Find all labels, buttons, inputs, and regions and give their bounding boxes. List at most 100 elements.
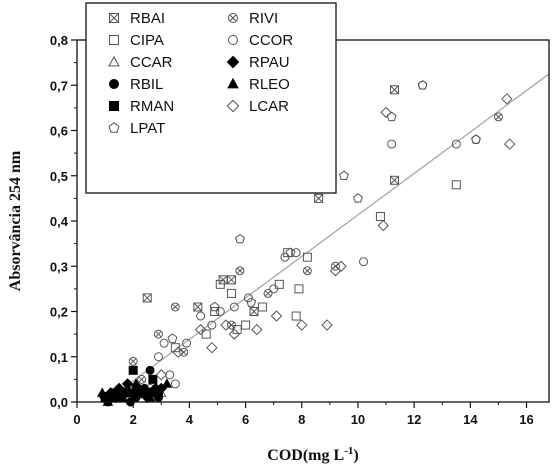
legend-item-rivi: RIVI — [228, 10, 278, 27]
point-lcar — [220, 319, 232, 331]
point-ccor — [196, 311, 206, 321]
point-lcar — [155, 369, 167, 381]
series-lcar — [155, 93, 516, 381]
legend-marker-cipa — [109, 35, 119, 45]
legend-label-lpat: LPAT — [130, 120, 165, 137]
legend: RBAI RIVI CIPA CCOR CCAR RPAU RBIL RLEO RMAN LCAR… — [85, 2, 337, 194]
legend-label-rivi: RIVI — [249, 10, 278, 27]
legend-marker-lpat — [108, 122, 120, 133]
point-cipa — [302, 252, 312, 262]
legend-item-lpat: LPAT — [108, 120, 165, 137]
point-cipa — [227, 288, 237, 298]
point-rbai — [142, 293, 152, 303]
point-rbai — [389, 175, 399, 185]
y-tick-label: 0,1 — [50, 350, 68, 365]
x-tick-label: 2 — [130, 412, 137, 427]
legend-label-ccor: CCOR — [249, 32, 293, 49]
point-rleo — [130, 378, 142, 388]
point-lcar — [503, 138, 516, 150]
legend-marker-rbil — [109, 79, 119, 89]
point-ccor — [229, 302, 239, 312]
legend-label-ccar: CCAR — [130, 54, 173, 71]
point-lpat — [246, 297, 257, 307]
x-tick-label: 12 — [407, 412, 421, 427]
point-ccor — [182, 338, 192, 348]
y-axis-title: Absorvância 254 nm — [7, 150, 24, 291]
point-ccor — [280, 252, 290, 262]
point-rman — [100, 392, 110, 402]
point-ccor — [243, 293, 253, 303]
legend-label-rman: RMAN — [130, 98, 174, 115]
point-ccor — [153, 352, 163, 362]
y-tick-label: 0,6 — [50, 124, 68, 139]
point-rleo — [161, 378, 173, 388]
point-lcar — [270, 310, 283, 322]
point-rman — [109, 388, 119, 398]
y-tick-label: 0,4 — [50, 214, 69, 229]
legend-item-rleo: RLEO — [227, 76, 290, 93]
point-cipa — [451, 180, 461, 190]
point-ccor — [215, 307, 225, 316]
point-rivi — [235, 266, 245, 276]
x-axis-title: COD(mg L-1) — [267, 445, 358, 464]
point-rbai — [193, 302, 203, 312]
x-tick-label: 6 — [242, 412, 249, 427]
point-ccor — [291, 248, 301, 258]
y-tick-label: 0,5 — [50, 169, 68, 184]
legend-label-rleo: RLEO — [249, 76, 290, 93]
y-tick-label: 0,7 — [50, 78, 68, 93]
point-ccor — [170, 379, 180, 389]
legend-box — [85, 2, 337, 194]
x-tick-label: 14 — [463, 412, 478, 427]
point-cipa — [201, 329, 211, 339]
point-lcar — [206, 341, 218, 354]
legend-marker-ccar — [108, 55, 120, 67]
point-ccor — [359, 257, 369, 267]
point-lpat — [338, 170, 349, 180]
point-cipa — [232, 325, 242, 335]
point-rman — [128, 365, 138, 375]
point-rbai — [218, 275, 228, 285]
point-lcar — [380, 106, 392, 119]
point-lpat — [235, 233, 245, 244]
x-tick-label: 0 — [73, 412, 80, 427]
legend-item-cipa: CIPA — [109, 32, 164, 49]
legend-marker-lcar — [226, 99, 240, 113]
point-rbai — [227, 275, 237, 285]
point-ccor — [387, 139, 397, 149]
legend-label-cipa: CIPA — [130, 32, 164, 49]
legend-item-rman: RMAN — [109, 98, 174, 115]
point-rbil — [145, 365, 155, 375]
point-rivi — [302, 266, 312, 276]
point-cipa — [170, 343, 180, 353]
point-rman — [137, 388, 147, 398]
point-lpat — [353, 193, 363, 203]
point-cipa — [274, 279, 284, 289]
point-rivi — [170, 302, 180, 312]
point-rivi — [128, 356, 138, 366]
point-lpat — [209, 301, 220, 312]
point-lcar — [501, 93, 513, 105]
point-cipa — [241, 320, 251, 330]
point-rivi — [263, 288, 273, 298]
legend-label-lcar: LCAR — [249, 98, 289, 115]
point-lpat — [285, 247, 296, 257]
point-rman — [125, 388, 135, 398]
legend-marker-rman — [109, 101, 119, 111]
point-rbai — [249, 307, 259, 316]
point-ccor — [207, 320, 217, 330]
y-tick-label: 0,3 — [50, 259, 68, 274]
y-tick-label: 0,0 — [50, 395, 68, 410]
point-ccor — [451, 139, 461, 149]
point-lcar — [251, 323, 263, 336]
point-rman — [148, 374, 158, 384]
legend-marker-ccor — [228, 35, 238, 45]
point-cipa — [291, 311, 301, 321]
point-lcar — [172, 346, 184, 358]
point-cipa — [215, 279, 225, 289]
series-cipa — [170, 180, 461, 353]
point-lpat — [386, 111, 397, 122]
point-lpat — [167, 333, 178, 343]
point-cipa — [210, 307, 220, 316]
